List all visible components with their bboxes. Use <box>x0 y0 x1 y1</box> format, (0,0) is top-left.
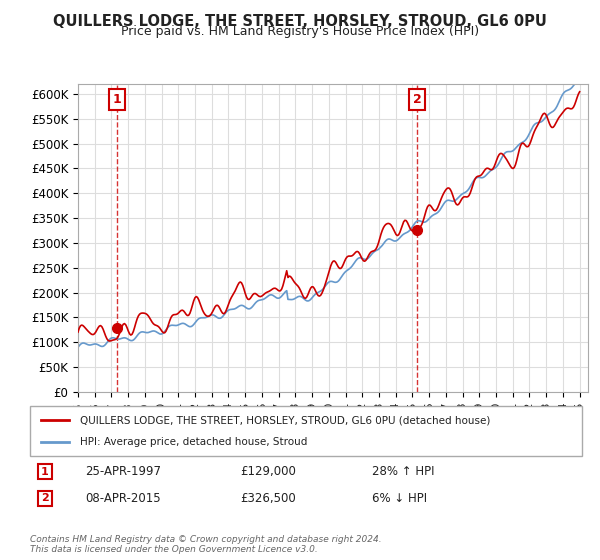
Text: HPI: Average price, detached house, Stroud: HPI: Average price, detached house, Stro… <box>80 437 307 447</box>
Text: 1: 1 <box>41 466 49 477</box>
Text: £129,000: £129,000 <box>240 465 296 478</box>
Text: 2: 2 <box>413 93 421 106</box>
Text: 08-APR-2015: 08-APR-2015 <box>85 492 161 505</box>
Text: QUILLERS LODGE, THE STREET, HORSLEY, STROUD, GL6 0PU (detached house): QUILLERS LODGE, THE STREET, HORSLEY, STR… <box>80 415 490 425</box>
Text: Contains HM Land Registry data © Crown copyright and database right 2024.
This d: Contains HM Land Registry data © Crown c… <box>30 535 382 554</box>
Text: £326,500: £326,500 <box>240 492 296 505</box>
Text: QUILLERS LODGE, THE STREET, HORSLEY, STROUD, GL6 0PU: QUILLERS LODGE, THE STREET, HORSLEY, STR… <box>53 14 547 29</box>
Text: 25-APR-1997: 25-APR-1997 <box>85 465 161 478</box>
Text: Price paid vs. HM Land Registry's House Price Index (HPI): Price paid vs. HM Land Registry's House … <box>121 25 479 38</box>
Text: 28% ↑ HPI: 28% ↑ HPI <box>372 465 435 478</box>
Text: 1: 1 <box>112 93 121 106</box>
Text: 6% ↓ HPI: 6% ↓ HPI <box>372 492 427 505</box>
FancyBboxPatch shape <box>30 406 582 456</box>
Text: 2: 2 <box>41 493 49 503</box>
